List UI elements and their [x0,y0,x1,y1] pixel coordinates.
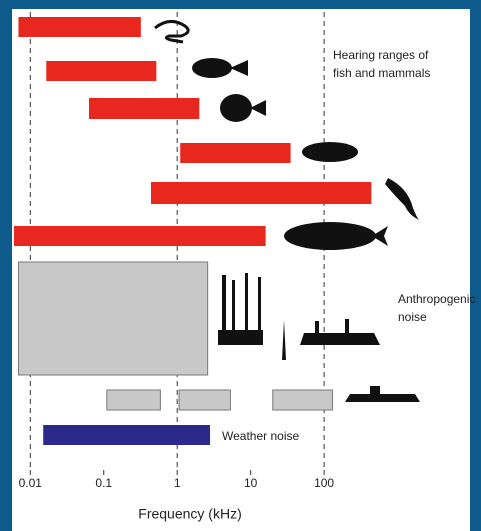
fish-icon [192,58,232,78]
x-tick-label: 1 [174,476,181,490]
range-bar [106,389,161,411]
fish-tail [230,60,248,76]
x-axis-label: Frequency (kHz) [138,506,241,522]
range-bar [89,98,200,119]
eel-icon [154,20,190,44]
annotation: fish and mammals [333,66,430,80]
range-bar [46,61,157,81]
x-tick-label: 0.1 [95,476,112,490]
annotation: Hearing ranges of [333,48,429,62]
seal-icon [302,142,358,162]
range-bar [17,261,209,376]
fish-icon [220,94,252,122]
range-bar [18,17,141,37]
range-bar [180,143,291,163]
whale-icon [284,222,376,250]
annotation: Anthropogenic [398,292,475,306]
range-bar [14,226,266,246]
annotation: noise [398,310,427,324]
silhouettes [154,20,420,402]
x-tick-label: 100 [314,476,334,490]
x-tick-label: 0.01 [19,476,43,490]
rig-icon [218,273,263,345]
turbine-icon [282,320,286,360]
ship-icon [300,319,380,345]
range-bar [272,389,333,411]
x-tick-label: 10 [244,476,258,490]
fish-tail [250,100,266,116]
whale-tail [372,226,388,246]
range-bar [43,425,211,445]
dolphin-icon [385,178,419,220]
submarine-icon [345,386,420,402]
range-bar [178,389,231,411]
range-bar [151,182,372,204]
annotation: Weather noise [222,429,299,443]
